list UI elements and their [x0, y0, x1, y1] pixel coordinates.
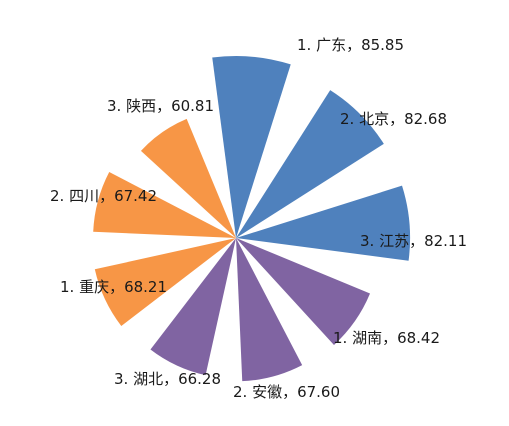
data-label-1: 1. 广东，85.85: [297, 36, 404, 54]
rose-slice-1: [212, 56, 291, 238]
data-label-7: 1. 重庆，68.21: [60, 278, 167, 296]
rose-slice-7: [94, 238, 236, 327]
rose-slice-6: [150, 238, 236, 376]
rose-slice-8: [93, 172, 237, 238]
data-label-6: 3. 湖北，66.28: [114, 370, 221, 388]
rose-slice-9: [140, 118, 236, 238]
rose-slice-4: [236, 238, 371, 345]
data-label-4: 1. 湖南，68.42: [333, 329, 440, 347]
data-label-2: 2. 北京，82.68: [340, 110, 447, 128]
data-label-5: 2. 安徽，67.60: [233, 383, 340, 401]
rose-slice-5: [236, 238, 303, 382]
data-label-8: 2. 四川，67.42: [50, 187, 157, 205]
slices-layer: [93, 56, 411, 382]
data-label-9: 3. 陕西，60.81: [107, 97, 214, 115]
labels-layer: 1. 广东，85.85 2. 北京，82.68 3. 江苏，82.11 1. 湖南，6…: [50, 36, 467, 401]
rose-slice-3: [236, 185, 411, 261]
data-label-3: 3. 江苏，82.11: [360, 232, 467, 250]
rose-slice-2: [236, 90, 384, 238]
